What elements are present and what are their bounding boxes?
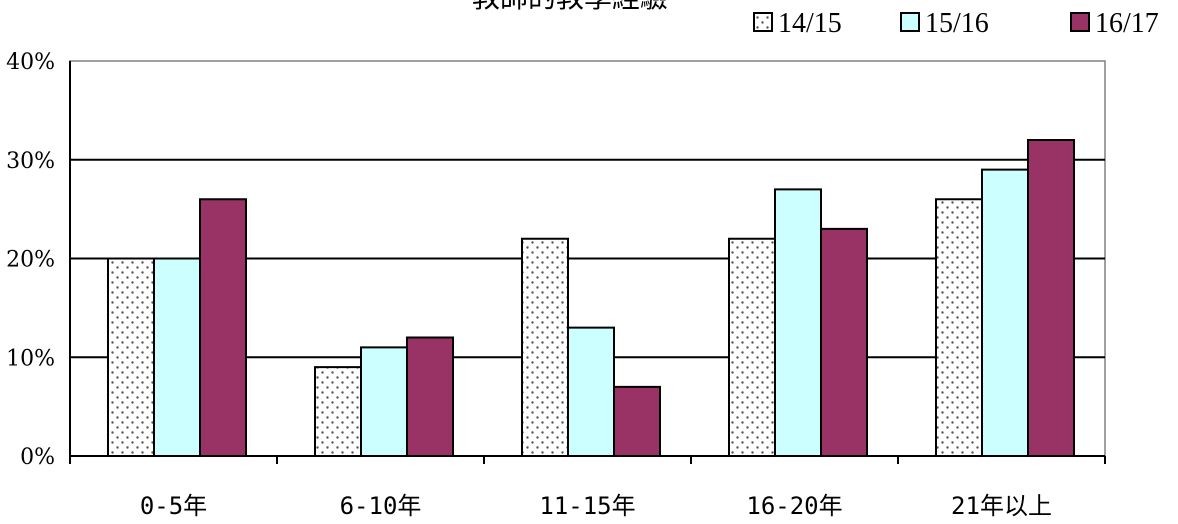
bars [107, 139, 1075, 457]
legend-label: 15/16 [925, 8, 989, 39]
bar-16-17-1 [406, 336, 454, 457]
bar-16-17-0 [199, 198, 247, 457]
bar-14-15-0 [107, 257, 155, 457]
bar-14-15-1 [314, 366, 362, 457]
bar-15-16-3 [774, 188, 822, 457]
bar-14-15-4 [935, 198, 983, 457]
y-tick-label: 0% [20, 445, 55, 470]
y-tick-label: 40% [6, 50, 55, 75]
bar-14-15-3 [728, 237, 776, 457]
x-category-label: 11-15年 [539, 492, 635, 520]
bar-15-16-0 [153, 257, 201, 457]
x-category-label: 6-10年 [340, 492, 422, 520]
legend-label: 16/17 [1095, 8, 1159, 39]
legend-swatch-16-17 [1070, 12, 1090, 32]
y-tick-label: 10% [6, 346, 55, 371]
bar-16-17-2 [613, 385, 661, 457]
legend-swatch-14-15 [753, 12, 773, 32]
bar-16-17-4 [1027, 139, 1075, 457]
bar-15-16-1 [360, 346, 408, 457]
x-category-label: 0-5年 [140, 492, 207, 520]
chart-title: 教師的教學經驗 [472, 0, 668, 14]
bar-15-16-2 [567, 326, 615, 457]
y-tick-label: 30% [6, 149, 55, 174]
legend: 14/15 15/16 16/17 [753, 8, 1159, 39]
x-category-label: 16-20年 [746, 492, 842, 520]
legend-swatch-15-16 [900, 12, 920, 32]
y-tick-label: 20% [6, 248, 55, 273]
bar-14-15-2 [521, 237, 569, 457]
x-category-label: 21年以上 [951, 492, 1052, 520]
y-axis-tick-labels: 0% 10% 20% 30% 40% [6, 50, 55, 470]
bar-16-17-3 [820, 227, 868, 457]
bar-15-16-4 [981, 168, 1029, 457]
x-axis: 0-5年 6-10年 11-15年 16-20年 21年以上 [69, 61, 1106, 520]
legend-label: 14/15 [778, 8, 842, 39]
